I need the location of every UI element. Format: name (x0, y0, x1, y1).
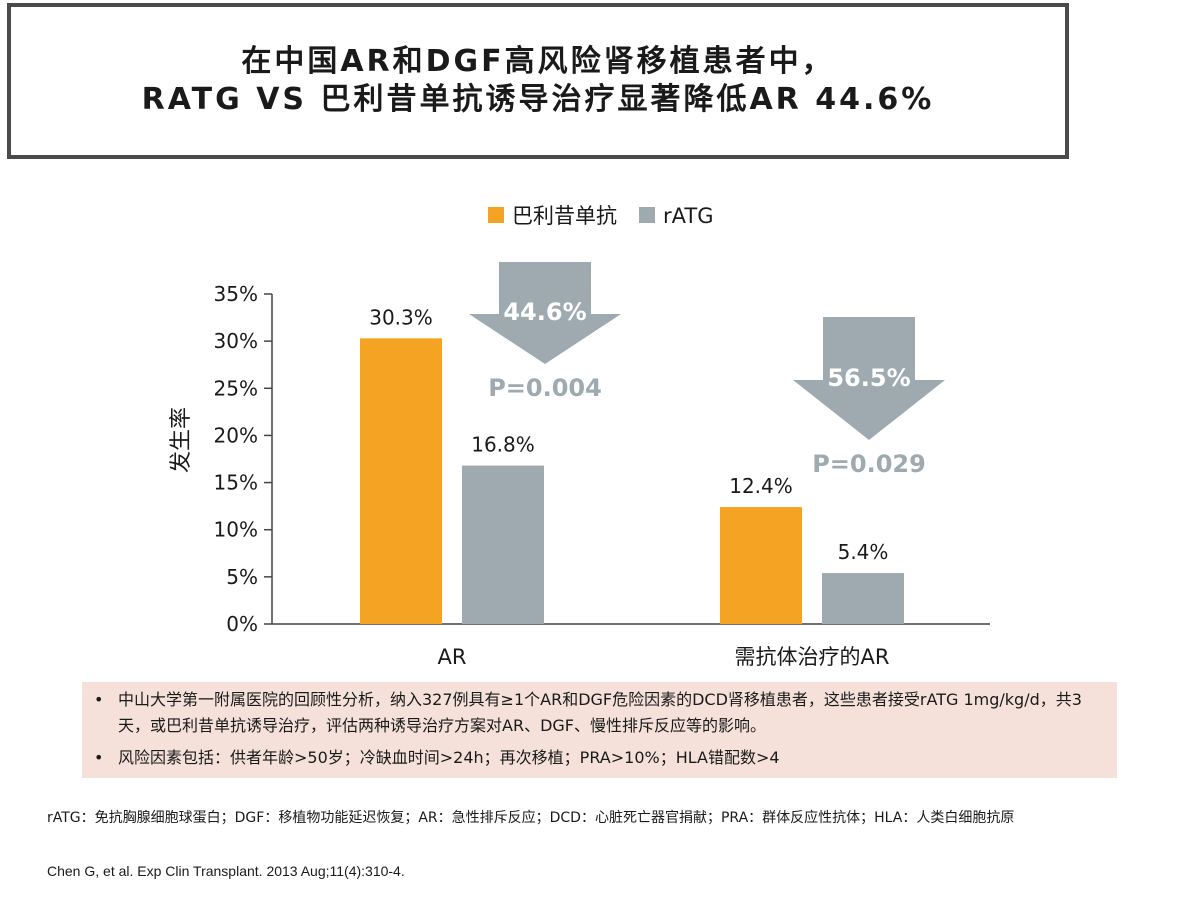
legend-swatch (639, 207, 655, 223)
bar-value-label: 30.3% (369, 305, 433, 329)
bar-chart: 0% 5% 10% 15% 20% 25% 30% 35% 发生率 30.3% 16.8% AR 12.… (169, 204, 990, 669)
info-item: • 风险因素包括：供者年龄>50岁；冷缺血时间>24h；再次移植；PRA>10%… (94, 745, 1105, 771)
title-box: 在中国AR和DGF高风险肾移植患者中， RATG VS 巴利昔单抗诱导治疗显著降… (7, 3, 1069, 159)
y-tick-label: 35% (214, 282, 258, 306)
y-tick-label: 15% (214, 471, 258, 495)
y-tick-label: 30% (214, 329, 258, 353)
info-item: • 中山大学第一附属医院的回顾性分析，纳入327例具有≥1个AR和DGF危险因素… (94, 687, 1105, 739)
bullet-icon: • (94, 690, 104, 709)
bar (720, 507, 802, 624)
y-axis-title: 发生率 (169, 407, 194, 473)
p-value-label: P=0.029 (812, 450, 926, 478)
info-item-text: 风险因素包括：供者年龄>50岁；冷缺血时间>24h；再次移植；PRA>10%；H… (118, 748, 780, 767)
title-line-2: RATG VS 巴利昔单抗诱导治疗显著降低AR 44.6% (141, 82, 935, 117)
bar (822, 573, 904, 624)
legend-label: 巴利昔单抗 (512, 204, 617, 228)
legend-swatch (488, 207, 504, 223)
y-tick-label: 0% (226, 612, 258, 636)
abbreviations-footnote: rATG：免抗胸腺细胞球蛋白；DGF：移植物功能延迟恢复；AR：急性排斥反应；D… (47, 810, 1015, 826)
legend-label: rATG (663, 204, 713, 228)
y-tick-label: 5% (226, 565, 258, 589)
down-arrow-icon (469, 262, 621, 364)
bar (360, 338, 442, 624)
x-category-label: 需抗体治疗的AR (735, 645, 890, 669)
reduction-label: 56.5% (827, 364, 910, 392)
y-tick-label: 20% (214, 423, 258, 447)
bar-value-label: 16.8% (471, 433, 535, 457)
bar-value-label: 12.4% (729, 474, 793, 498)
bar (462, 465, 544, 624)
x-category-label: AR (438, 645, 467, 669)
reference-citation: Chen G, et al. Exp Clin Transplant. 2013… (47, 863, 405, 879)
info-item-text: 中山大学第一附属医院的回顾性分析，纳入327例具有≥1个AR和DGF危险因素的D… (118, 690, 1082, 735)
reduction-label: 44.6% (503, 298, 586, 326)
bullet-icon: • (94, 748, 104, 767)
title-line-1: 在中国AR和DGF高风险肾移植患者中， (241, 44, 835, 79)
y-tick-label: 10% (214, 518, 258, 542)
info-box: • 中山大学第一附属医院的回顾性分析，纳入327例具有≥1个AR和DGF危险因素… (82, 682, 1117, 778)
bar-value-label: 5.4% (838, 540, 889, 564)
down-arrow-icon (793, 317, 945, 440)
p-value-label: P=0.004 (488, 374, 602, 402)
y-tick-label: 25% (214, 376, 258, 400)
